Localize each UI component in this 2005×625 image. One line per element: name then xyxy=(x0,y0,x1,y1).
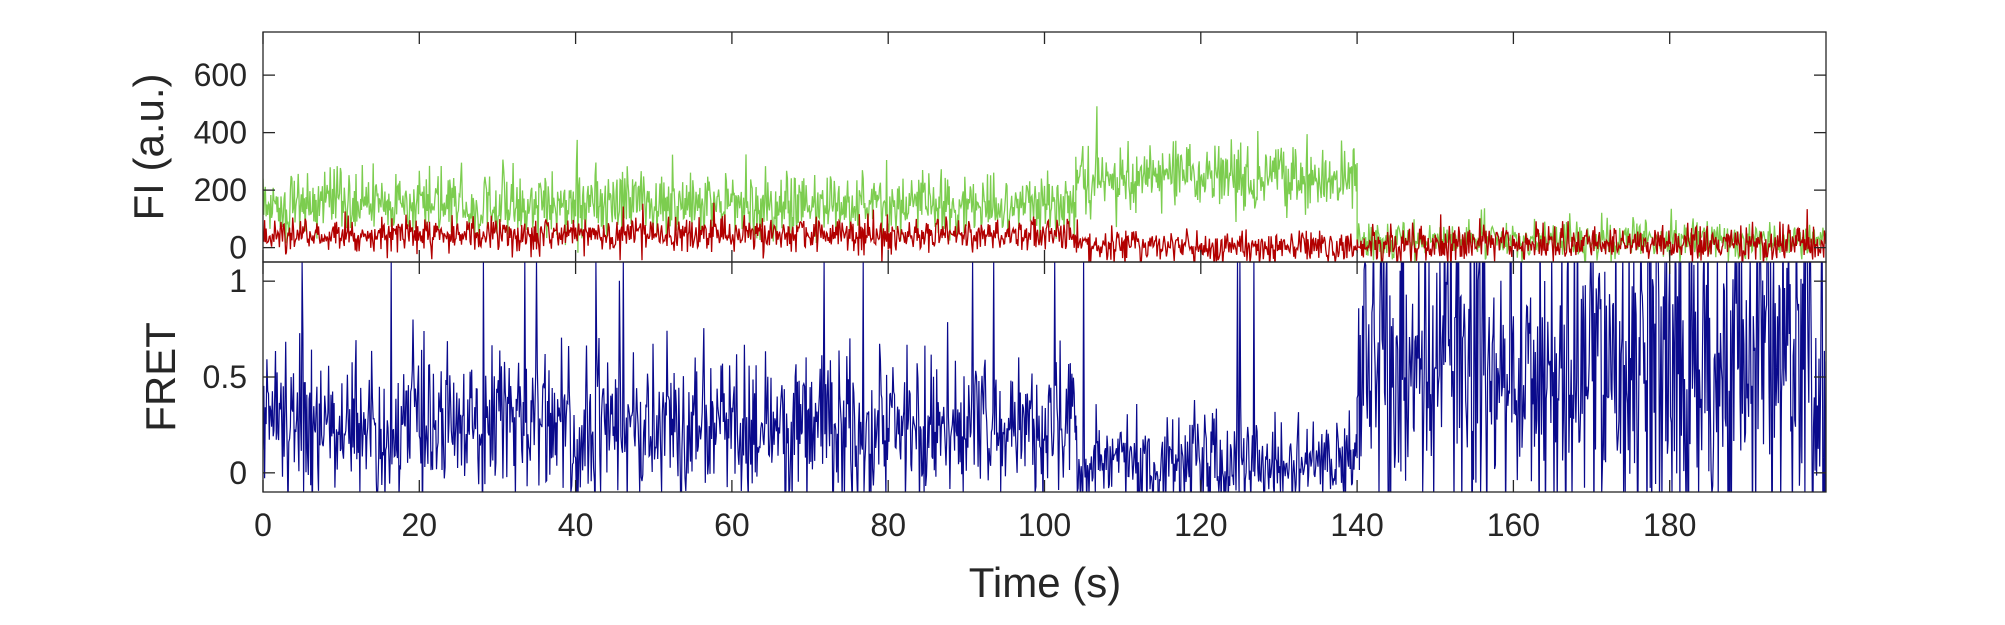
fret-x-ticks: 0 20 40 60 80 100 120 140 160 180 xyxy=(254,262,1696,543)
donor-series-line xyxy=(263,106,1826,262)
x-tick-label: 140 xyxy=(1330,507,1383,543)
fluorescence-panel: 0 200 400 600 FI (a.u.) xyxy=(125,31,1827,266)
x-tick-label: 40 xyxy=(558,507,594,543)
y-tick-label: 400 xyxy=(194,115,247,151)
y-tick-label: 0 xyxy=(229,230,247,266)
fret-y-ticks: 00.51 xyxy=(203,263,1826,491)
fluorescence-y-axis-label: FI (a.u.) xyxy=(125,73,172,220)
fret-series-line xyxy=(263,262,1826,492)
y-tick-label: 0.5 xyxy=(203,359,247,395)
fret-y-axis-label: FRET xyxy=(137,322,184,432)
y-tick-label: 0 xyxy=(229,455,247,491)
x-tick-label: 160 xyxy=(1487,507,1540,543)
x-tick-label: 80 xyxy=(870,507,906,543)
x-tick-label: 0 xyxy=(254,507,272,543)
acceptor-series-line xyxy=(263,202,1826,262)
x-tick-label: 120 xyxy=(1174,507,1227,543)
y-tick-label: 200 xyxy=(194,172,247,208)
fluorescence-y-ticks: 0 200 400 600 xyxy=(194,57,1826,266)
x-axis-label: Time (s) xyxy=(969,559,1121,606)
x-tick-label: 20 xyxy=(402,507,438,543)
y-tick-label: 1 xyxy=(229,263,247,299)
x-tick-label: 60 xyxy=(714,507,750,543)
x-tick-label: 100 xyxy=(1018,507,1071,543)
fret-panel: 00.51 0 20 40 60 80 100 120 140 160 180 FRET Time… xyxy=(137,261,1827,606)
y-tick-label: 600 xyxy=(194,57,247,93)
x-tick-label: 180 xyxy=(1643,507,1696,543)
fluorescence-x-ticks xyxy=(262,32,1671,262)
